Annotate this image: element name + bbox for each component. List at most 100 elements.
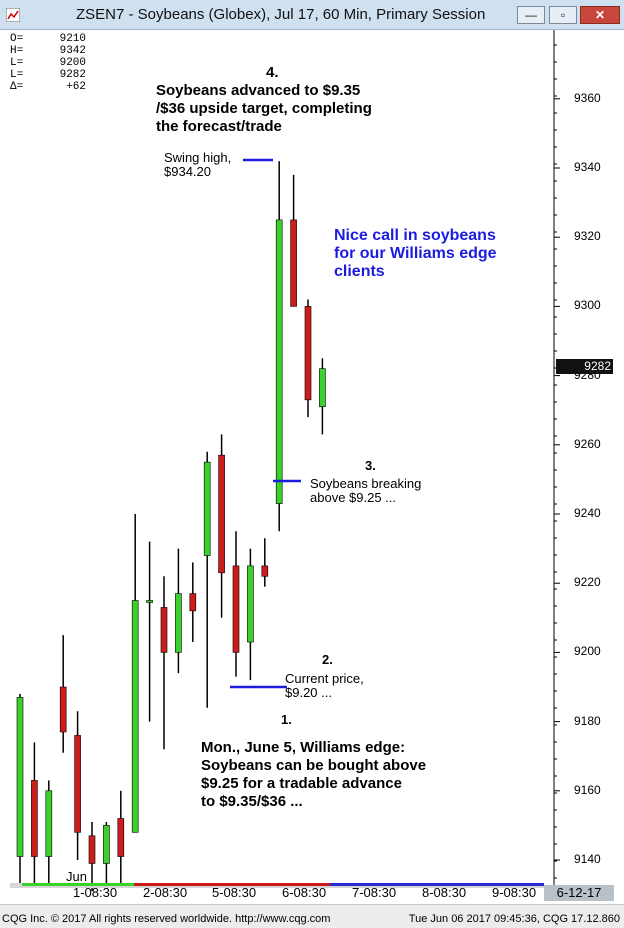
annotation-1-line1: Mon., June 5, Williams edge: — [201, 739, 406, 756]
candle — [175, 548, 182, 674]
x-label-5: 5-08:30 — [212, 885, 257, 900]
candle-body — [218, 454, 225, 574]
annotation-1-line4: to $9.35/$36 ... — [201, 793, 303, 810]
close-button[interactable]: ✕ — [580, 6, 620, 24]
candle — [261, 538, 269, 587]
annotation-4-line1: Soybeans advanced to $9.35 — [156, 82, 361, 99]
copyright-text: CQG Inc. © 2017 All rights reserved worl… — [2, 913, 331, 925]
candle-body — [319, 368, 326, 408]
annotation-2-line1: Current price, — [285, 671, 364, 686]
candle — [146, 541, 153, 722]
candle — [88, 821, 96, 892]
candle-body — [59, 686, 67, 733]
candle — [290, 174, 297, 307]
candle-body — [232, 565, 240, 653]
current-price-tag: 9282 — [556, 359, 613, 374]
x-label-6: 6-08:30 — [282, 885, 327, 900]
x-label-8: 8-08:30 — [422, 885, 467, 900]
candle-body — [175, 593, 182, 653]
y-tick-label: 9200 — [574, 644, 601, 659]
swing-high-label: Swing high, — [164, 150, 232, 165]
y-tick-label: 9240 — [574, 506, 601, 520]
annotation-4-number: 4. — [266, 64, 279, 81]
y-tick-label: 9320 — [574, 229, 601, 244]
candle — [31, 742, 38, 885]
candle — [319, 358, 326, 435]
y-tick-label: 9180 — [574, 713, 601, 728]
axis-layer — [10, 30, 555, 888]
candle — [74, 711, 81, 860]
annotation-3-line1: Soybeans breaking — [310, 476, 422, 491]
annotation-lines — [230, 158, 301, 689]
x-label-2: 2-08:30 — [143, 885, 188, 900]
swing-high-value: $934.20 — [164, 164, 211, 179]
annotation-3-number: 3. — [365, 458, 376, 473]
timestamp-text: Tue Jun 06 2017 09:45:36, CQG 17.12.860 — [408, 913, 620, 925]
candle-body — [31, 780, 38, 857]
annotation-1-line3: $9.25 for a tradable advance — [201, 775, 402, 792]
annotation-4-line3: the forecast/trade — [156, 118, 282, 135]
candle — [304, 299, 312, 418]
price-chart — [10, 30, 560, 892]
annotation-1-number: 1. — [281, 712, 292, 727]
nice-call-line3: clients — [334, 263, 385, 280]
y-tick-label: 9140 — [574, 852, 601, 866]
y-tick-label: 9160 — [574, 782, 601, 797]
x-label-7: 7-08:30 — [352, 885, 397, 900]
nice-call-line2: for our Williams edge — [334, 245, 497, 262]
x-label-jun: Jun — [66, 869, 87, 884]
candle — [45, 780, 53, 885]
candle-body — [261, 565, 269, 577]
window-title: ZSEN7 - Soybeans (Globex), Jul 17, 60 Mi… — [76, 6, 486, 23]
candle — [117, 790, 125, 885]
candle-body — [131, 600, 139, 833]
candle — [203, 451, 211, 708]
ohlc-info: O= 9210 H= 9342 L= 9200 L= 9282 Δ= +62 — [10, 33, 86, 93]
y-tick-label: 9300 — [574, 298, 601, 313]
candle-body — [247, 565, 254, 643]
candle — [232, 531, 240, 677]
maximize-button[interactable]: ▫ — [549, 6, 577, 24]
y-tick-label: 9220 — [574, 575, 601, 590]
candle — [160, 576, 168, 750]
nice-call-line1: Nice call in soybeans — [334, 227, 496, 244]
candle — [189, 562, 197, 643]
candle-body — [203, 461, 211, 556]
x-label-9: 9-08:30 — [492, 885, 537, 900]
candle — [131, 514, 139, 833]
y-tick-label: 9260 — [574, 436, 601, 451]
app-icon — [6, 8, 20, 22]
candle-body — [189, 593, 197, 612]
annotation-1-line2: Soybeans can be bought above — [201, 757, 427, 774]
annotation-2-number: 2. — [322, 652, 333, 667]
candle-layer — [16, 161, 326, 892]
chart-area[interactable]: O= 9210 H= 9342 L= 9200 L= 9282 Δ= +62 9140 91… — [0, 30, 624, 904]
candle — [103, 821, 110, 885]
candle — [247, 548, 254, 681]
annotation-4-line2: /$36 upside target, completing — [156, 100, 372, 117]
annotation-3-line2: above $9.25 ... — [310, 490, 397, 505]
annotation-2-line2: $9.20 ... — [285, 685, 332, 700]
candle-body — [88, 835, 96, 864]
candle — [275, 161, 283, 532]
candle-body — [117, 818, 125, 857]
y-tick-label: 9340 — [574, 160, 601, 174]
minimize-button[interactable]: — — [517, 6, 545, 24]
candle-body — [103, 825, 110, 864]
candle — [16, 693, 24, 885]
candle-body — [146, 600, 153, 603]
x-label-1: 1-08:30 — [73, 885, 118, 900]
candle-body — [16, 697, 24, 857]
candle — [59, 635, 67, 753]
candle-body — [45, 790, 53, 857]
status-footer: CQG Inc. © 2017 All rights reserved worl… — [0, 904, 624, 928]
candle — [218, 434, 225, 618]
candle-body — [160, 607, 168, 653]
window-titlebar: ZSEN7 - Soybeans (Globex), Jul 17, 60 Mi… — [0, 0, 624, 30]
grid-layer — [554, 44, 560, 879]
cursor-date-box: 6-12-17 — [544, 885, 614, 901]
candle-body — [304, 306, 312, 401]
y-tick-label: 9360 — [574, 90, 601, 105]
candle-body — [290, 219, 297, 307]
candle-body — [74, 735, 81, 833]
